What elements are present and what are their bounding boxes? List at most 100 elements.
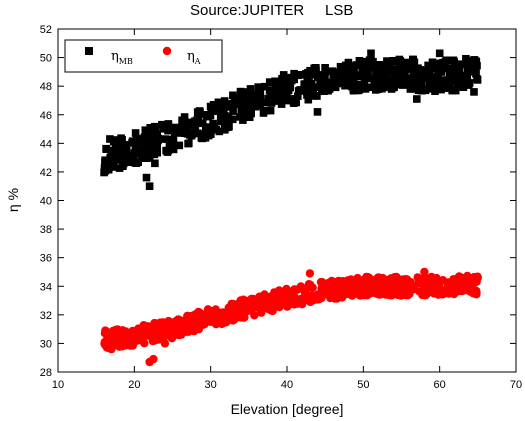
data-point [115, 342, 124, 351]
data-point [360, 59, 369, 68]
data-point [290, 69, 298, 78]
data-point [406, 278, 415, 287]
data-point [141, 126, 150, 134]
data-point [140, 145, 148, 154]
data-point [245, 95, 254, 103]
data-point [235, 298, 244, 307]
data-point [234, 94, 242, 103]
data-point [165, 327, 174, 336]
data-point [305, 269, 315, 278]
data-point [437, 85, 445, 94]
legend-marker-a [162, 46, 172, 56]
data-point [178, 127, 186, 136]
data-point [245, 112, 254, 120]
data-point [247, 102, 256, 111]
data-point [470, 88, 478, 96]
data-point [336, 79, 344, 88]
data-point [277, 100, 286, 108]
data-point [182, 119, 190, 127]
data-point [473, 75, 481, 83]
data-point [233, 100, 242, 109]
data-point [411, 85, 420, 93]
data-point [355, 279, 364, 288]
points-layer [100, 49, 482, 367]
data-point [374, 70, 383, 79]
legend-label-mb: ηMB [111, 49, 133, 66]
data-point [151, 324, 160, 333]
data-point [271, 77, 279, 86]
data-point [160, 125, 168, 133]
data-point [405, 79, 414, 87]
data-point [472, 70, 480, 78]
data-point [116, 140, 125, 149]
data-point [275, 92, 283, 101]
data-point [210, 121, 219, 130]
data-point [348, 69, 357, 77]
y-tick-label: 46 [40, 110, 52, 122]
data-point [355, 57, 364, 65]
data-point [282, 74, 291, 82]
data-point [300, 80, 308, 89]
data-point [394, 80, 402, 89]
data-point [383, 57, 391, 65]
data-point [251, 102, 260, 111]
data-point [315, 71, 324, 79]
data-point [378, 62, 386, 71]
data-point [144, 328, 153, 337]
legend-series-mb-subscript: MB [119, 57, 133, 66]
data-point [152, 127, 160, 136]
data-point [180, 113, 189, 121]
data-point [229, 107, 237, 115]
data-point [360, 84, 368, 93]
data-point [414, 66, 423, 74]
data-point [126, 341, 135, 350]
data-point [256, 101, 264, 110]
data-point [175, 141, 184, 150]
data-point [239, 116, 247, 124]
data-point [296, 87, 304, 95]
data-point [178, 123, 186, 131]
data-point [412, 73, 420, 81]
legend-box [64, 39, 223, 73]
data-point [107, 344, 116, 354]
data-point [364, 74, 373, 83]
data-point [352, 61, 361, 69]
data-point [206, 102, 215, 111]
data-point [326, 78, 335, 87]
data-point [448, 86, 456, 95]
data-point [332, 288, 341, 297]
x-tick-label: 20 [128, 379, 140, 391]
data-point [398, 60, 406, 68]
data-point [424, 61, 432, 70]
data-point [212, 107, 221, 115]
data-point [287, 76, 296, 85]
x-tick-label: 10 [52, 379, 64, 391]
data-point [117, 147, 126, 156]
data-point [421, 86, 430, 95]
data-point [177, 316, 186, 325]
y-tick-label: 52 [40, 24, 52, 36]
data-point [383, 80, 391, 89]
data-point [432, 73, 441, 81]
data-point [183, 128, 192, 136]
data-point [393, 68, 402, 76]
data-point [370, 81, 379, 90]
data-point [396, 289, 405, 298]
data-point [258, 299, 267, 308]
data-point [256, 92, 265, 101]
y-tick-label: 50 [40, 53, 52, 65]
data-point [247, 306, 256, 315]
data-point [398, 282, 408, 291]
data-point [344, 288, 353, 297]
data-point [217, 319, 227, 329]
data-point [290, 97, 299, 106]
data-point [383, 279, 392, 288]
x-tick-label: 30 [205, 379, 217, 391]
data-point [183, 311, 192, 321]
x-axis-title: Elevation [degree] [231, 401, 344, 417]
legend: ηMB ηA [64, 39, 223, 73]
data-point [158, 318, 168, 327]
data-point [272, 97, 280, 105]
x-tick-label: 60 [434, 379, 446, 391]
data-point [442, 84, 451, 92]
